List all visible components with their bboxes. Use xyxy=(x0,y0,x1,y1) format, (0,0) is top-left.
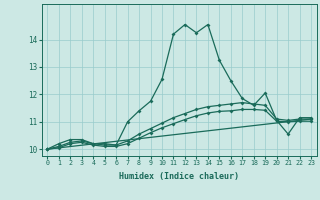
X-axis label: Humidex (Indice chaleur): Humidex (Indice chaleur) xyxy=(119,172,239,181)
